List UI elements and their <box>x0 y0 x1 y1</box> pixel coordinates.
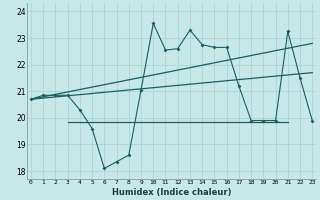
X-axis label: Humidex (Indice chaleur): Humidex (Indice chaleur) <box>112 188 231 197</box>
